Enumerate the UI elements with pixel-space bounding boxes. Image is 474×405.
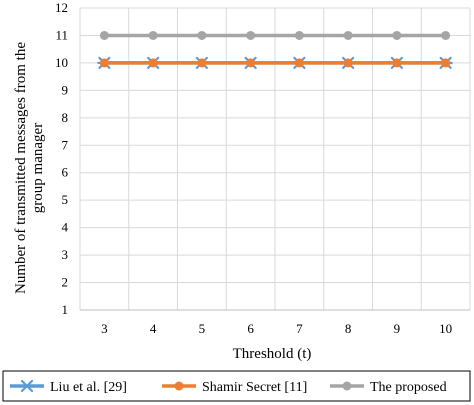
series-2-point — [99, 58, 109, 68]
x-tick-label: 4 — [150, 321, 157, 336]
series-2-point — [343, 58, 353, 68]
y-tick-label: 9 — [62, 82, 69, 97]
legend-item-1: Liu et al. [29] — [10, 379, 127, 395]
y-tick-label: 5 — [62, 192, 69, 207]
series-3-point — [343, 30, 353, 40]
x-tick-label: 8 — [345, 321, 352, 336]
series-2-point — [148, 58, 158, 68]
series-3-point — [246, 30, 256, 40]
legend-label: Shamir Secret [11] — [202, 380, 307, 395]
legend-swatch-marker — [19, 379, 35, 393]
y-tick-label: 6 — [62, 165, 69, 180]
series-2-point — [441, 58, 451, 68]
chart-grid — [79, 7, 471, 311]
y-tick-label: 7 — [62, 137, 69, 152]
legend-box — [2, 370, 471, 402]
y-tick-label: 3 — [62, 247, 69, 262]
x-tick-label: 7 — [296, 321, 303, 336]
series-3-point — [392, 30, 402, 40]
y-tick-label: 2 — [62, 275, 69, 290]
legend-swatch-marker — [342, 381, 352, 391]
series-3-point — [197, 30, 207, 40]
y-axis-label-line-1: Number of transmitted messages from the — [13, 42, 29, 294]
legend-item-3: The proposed — [330, 380, 447, 395]
y-tick-label: 12 — [55, 0, 68, 15]
x-tick-label: 5 — [199, 321, 206, 336]
series-3-point — [441, 30, 451, 40]
x-tick-label: 6 — [247, 321, 254, 336]
series-3-point — [99, 30, 109, 40]
y-axis-label-line-2: group manager — [30, 123, 46, 213]
legend: Liu et al. [29] Shamir Secret [11] The pro… — [10, 379, 447, 395]
series-2-point — [294, 58, 304, 68]
series-2-point — [246, 58, 256, 68]
x-tick-label: 9 — [394, 321, 401, 336]
legend-label: Liu et al. [29] — [50, 380, 127, 395]
series-2-point — [197, 58, 207, 68]
x-tick-label: 3 — [101, 321, 108, 336]
y-tick-label: 11 — [55, 27, 68, 42]
legend-item-2: Shamir Secret [11] — [162, 380, 307, 395]
series-3 — [99, 30, 451, 40]
series-3-point — [294, 30, 304, 40]
y-tick-label: 1 — [62, 302, 69, 317]
series-3-point — [148, 30, 158, 40]
series-2 — [99, 58, 451, 68]
x-axis-ticks: 3 4 5 6 7 8 9 10 — [101, 321, 452, 336]
x-axis-label: Threshold (t) — [233, 346, 312, 362]
legend-label: The proposed — [370, 380, 447, 395]
y-tick-label: 8 — [62, 110, 69, 125]
y-tick-label: 10 — [55, 55, 68, 70]
legend-swatch-marker — [174, 381, 184, 391]
y-tick-label: 4 — [62, 220, 69, 235]
x-tick-label: 10 — [439, 321, 452, 336]
series-2-point — [392, 58, 402, 68]
y-axis-label: Number of transmitted messages from the … — [13, 42, 46, 294]
chart-series — [97, 30, 453, 70]
